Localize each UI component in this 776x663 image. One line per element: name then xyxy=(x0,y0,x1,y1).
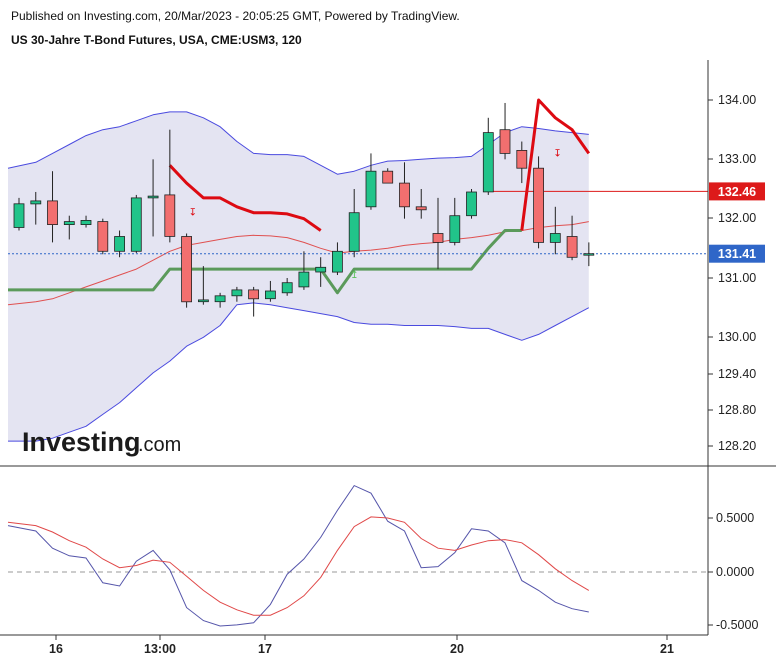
logo-wordmark: Investing xyxy=(22,427,141,457)
candle-body xyxy=(197,299,209,303)
supertrend-resistance-line xyxy=(520,98,591,231)
candle-body xyxy=(281,282,293,294)
candle-body xyxy=(231,289,243,297)
oscillator-axis-ticks: 0.5000 0.0000 -0.5000 xyxy=(708,511,758,632)
candlestick-layer xyxy=(13,102,595,317)
price-tick-label: 130.00 xyxy=(718,330,756,344)
supertrend-resistance-line xyxy=(168,164,322,232)
oscillator-tick-label: 0.5000 xyxy=(716,511,754,525)
candle-body xyxy=(164,194,176,237)
candle-body xyxy=(13,203,25,228)
sell-signal-arrow: ↧ xyxy=(553,148,561,159)
investing-logo: Investing .com xyxy=(22,427,181,457)
logo-suffix: .com xyxy=(138,434,181,456)
candle-body xyxy=(365,170,377,208)
candle-body xyxy=(214,295,226,303)
buy-signal-arrow: ↥ xyxy=(350,270,358,281)
candle-body xyxy=(399,182,410,208)
candle-body xyxy=(181,236,193,303)
candle-body xyxy=(248,289,260,300)
price-tag-label: 131.41 xyxy=(718,247,756,261)
candle-body xyxy=(114,236,125,252)
bollinger-lower-line xyxy=(8,302,590,442)
price-tag-label: 132.46 xyxy=(718,185,756,199)
bollinger-basis-line xyxy=(7,221,589,306)
published-caption: Published on Investing.com, 20/Mar/2023 … xyxy=(11,9,460,23)
candle-body xyxy=(583,253,595,256)
candle-body xyxy=(566,236,578,258)
price-tick-label: 131.00 xyxy=(718,271,756,285)
candle-body xyxy=(533,167,544,243)
sell-signal-arrow: ↧ xyxy=(189,208,197,219)
oscillator-main-line xyxy=(7,484,589,627)
candle-body xyxy=(264,290,276,300)
price-tag-layer: 132.46 131.41 xyxy=(709,182,765,263)
oscillator-signal-line xyxy=(7,516,590,616)
bollinger-band-layer xyxy=(7,111,590,442)
candle-body xyxy=(298,271,310,288)
candle-body xyxy=(415,206,427,211)
price-tick-label: 129.40 xyxy=(718,367,756,381)
candle-body xyxy=(348,212,360,252)
indicator-line-layer xyxy=(7,98,708,306)
candle-body xyxy=(130,197,142,252)
candle-body xyxy=(449,215,461,243)
time-tick-label: 16 xyxy=(49,642,63,656)
price-tick-label: 128.20 xyxy=(718,439,756,453)
candle-body xyxy=(47,200,58,225)
candle-body xyxy=(315,266,327,273)
time-tick-label: 20 xyxy=(450,642,464,656)
bollinger-band-fill xyxy=(8,111,589,442)
time-tick-label: 13:00 xyxy=(144,642,176,656)
candle-body xyxy=(499,129,511,154)
price-tick-label: 128.80 xyxy=(718,403,756,417)
price-tick-label: 133.00 xyxy=(718,152,756,166)
supertrend-support-line xyxy=(8,229,522,295)
chart-title: US 30-Jahre T-Bond Futures, USA, CME:USM… xyxy=(11,33,302,47)
signal-arrow-layer: ↧ ↧ ↥ xyxy=(189,148,562,281)
price-tick-label: 132.00 xyxy=(718,211,756,225)
price-axis-ticks: 134.00 133.00 132.00 131.00 130.00 129.40 128.… xyxy=(708,93,756,453)
candle-body xyxy=(63,221,75,226)
time-axis-ticks: 16 13:00 17 20 21 xyxy=(49,635,674,656)
time-tick-label: 21 xyxy=(660,642,674,656)
last-price-tag xyxy=(709,244,765,263)
candle-body xyxy=(30,200,42,205)
oscillator-tick-label: 0.0000 xyxy=(716,565,754,579)
candle-body xyxy=(382,170,394,184)
oscillator-layer xyxy=(7,484,708,627)
bollinger-upper-line xyxy=(7,111,589,175)
candle-body xyxy=(482,132,494,193)
candle-body xyxy=(80,219,92,225)
candle-body xyxy=(549,233,561,243)
time-tick-label: 17 xyxy=(258,642,272,656)
candle-body xyxy=(97,221,109,252)
candle-body xyxy=(147,195,159,199)
candle-body xyxy=(516,149,528,169)
candle-body xyxy=(331,250,343,273)
candle-body xyxy=(466,191,477,217)
candle-body xyxy=(432,233,444,243)
oscillator-tick-label: -0.5000 xyxy=(716,618,758,632)
price-tick-label: 134.00 xyxy=(718,93,756,107)
level-price-tag xyxy=(709,182,765,201)
